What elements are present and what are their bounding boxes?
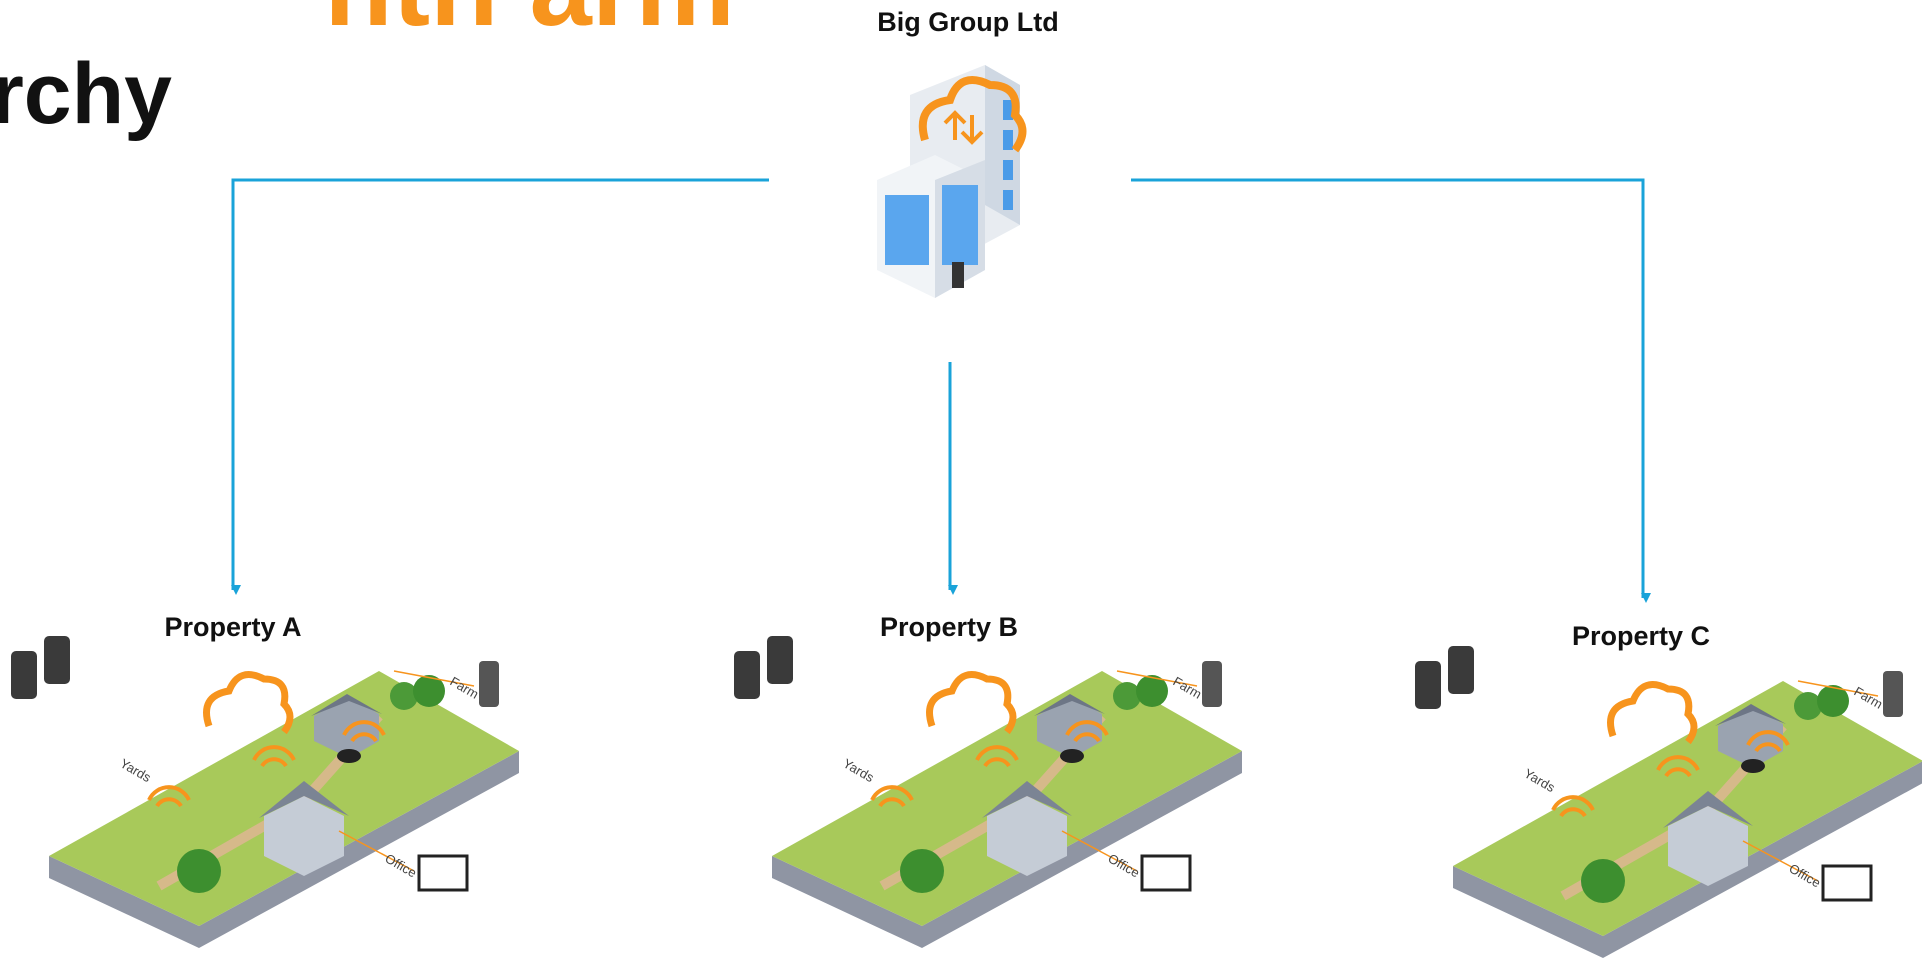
property-label: Property B	[880, 612, 1018, 642]
cloud	[930, 675, 1014, 732]
diagram: nth arm rchy Big Group Ltd Property AFar…	[0, 0, 1922, 959]
phone	[767, 636, 793, 684]
tree	[177, 849, 221, 893]
cow	[337, 749, 361, 763]
phone	[1415, 661, 1441, 709]
building-icon	[877, 65, 1023, 298]
connector-a	[233, 180, 769, 590]
monitor	[1142, 856, 1190, 890]
farm-label: Farm	[1171, 674, 1205, 702]
office-label: Office	[383, 851, 420, 881]
connector-c	[1131, 180, 1643, 598]
cow	[1741, 759, 1765, 773]
phone	[479, 661, 499, 707]
monitor	[1823, 866, 1871, 900]
tree	[900, 849, 944, 893]
root-label: Big Group Ltd	[877, 7, 1058, 37]
property-label: Property A	[164, 612, 301, 642]
title-line1: nth arm	[324, 0, 735, 49]
phone	[1883, 671, 1903, 717]
farm-label: Farm	[448, 674, 482, 702]
phone	[44, 636, 70, 684]
cloud	[207, 675, 291, 732]
phone	[11, 651, 37, 699]
property-label: Property C	[1572, 621, 1710, 651]
cloud	[1611, 685, 1695, 742]
cow	[1060, 749, 1084, 763]
office-label: Office	[1106, 851, 1143, 881]
tree	[1581, 859, 1625, 903]
monitor	[419, 856, 467, 890]
farm-label: Farm	[1852, 684, 1886, 712]
office-label: Office	[1787, 861, 1824, 891]
phone	[1202, 661, 1222, 707]
phone	[1448, 646, 1474, 694]
title-line2: rchy	[0, 46, 172, 142]
phone	[734, 651, 760, 699]
